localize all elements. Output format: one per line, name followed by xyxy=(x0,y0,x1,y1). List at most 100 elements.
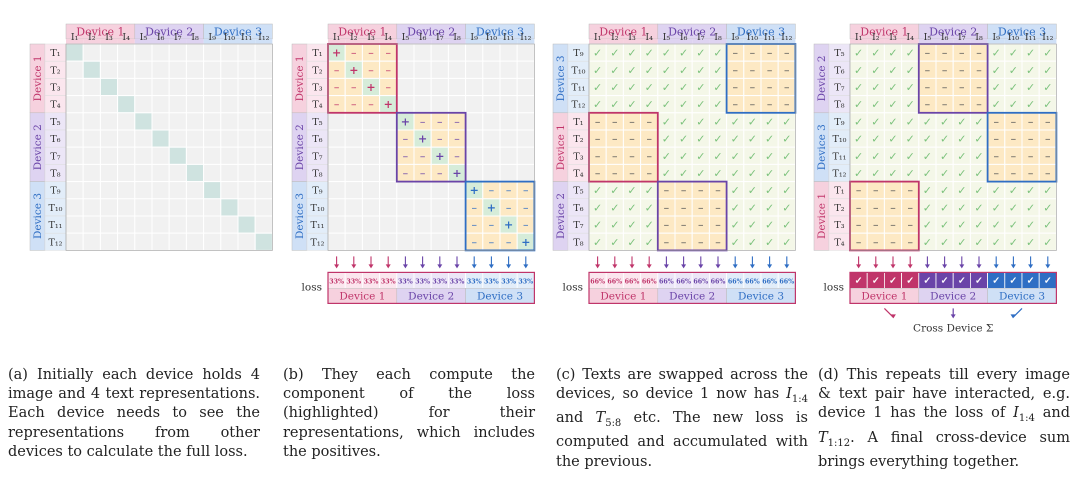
negative-mark: – xyxy=(856,201,862,214)
negative-mark: – xyxy=(506,201,512,214)
check-mark: ✓ xyxy=(593,219,602,232)
negative-mark: – xyxy=(506,184,512,197)
matrix-cell xyxy=(447,95,467,114)
matrix-cell xyxy=(134,146,153,165)
row-device-label: Device 2 xyxy=(294,124,306,170)
matrix-cell xyxy=(344,163,363,183)
negative-mark: – xyxy=(1011,133,1017,146)
image-label-bg xyxy=(203,39,221,44)
matrix-cell xyxy=(237,77,256,97)
image-label: I₁ xyxy=(333,32,341,43)
matrix-border xyxy=(327,43,535,251)
check-mark: ✓ xyxy=(906,150,915,163)
positive-mark: + xyxy=(332,47,341,60)
matrix-cell xyxy=(499,77,518,97)
negative-mark: – xyxy=(784,64,790,77)
check-mark: ✓ xyxy=(610,81,619,94)
matrix-cell xyxy=(516,60,535,79)
image-label-bg xyxy=(431,39,449,44)
device-header-label: Device 1 xyxy=(599,26,647,39)
negative-mark: – xyxy=(1045,167,1051,180)
check-mark: ✓ xyxy=(854,133,863,146)
matrix-cell xyxy=(134,129,153,148)
negative-mark: – xyxy=(681,184,687,197)
matrix-cell xyxy=(254,215,273,234)
negative-mark: – xyxy=(925,64,931,77)
negative-mark: – xyxy=(1028,150,1034,163)
matrix-border xyxy=(65,43,273,251)
negative-mark: – xyxy=(925,81,931,94)
matrix-cell xyxy=(99,95,119,114)
matrix-cell xyxy=(99,198,119,217)
text-label: T₉ xyxy=(834,117,844,128)
loss-label: loss xyxy=(302,281,322,293)
check-mark: ✓ xyxy=(696,64,705,77)
image-label: I₃ xyxy=(889,32,897,43)
loss-value: ✓ xyxy=(923,275,931,286)
matrix-cell xyxy=(361,198,381,217)
negative-mark: – xyxy=(959,98,965,111)
image-label: I₄ xyxy=(384,32,392,43)
matrix-cell xyxy=(379,215,398,234)
check-mark: ✓ xyxy=(992,219,1001,232)
negative-mark: – xyxy=(993,150,999,163)
matrix-cell xyxy=(82,232,101,251)
check-mark: ✓ xyxy=(765,184,774,197)
matrix-cell xyxy=(413,60,432,79)
matrix-cell xyxy=(237,215,256,234)
negative-mark: – xyxy=(351,47,357,60)
sum-arrowhead xyxy=(950,314,956,319)
device-header-label: Device 1 xyxy=(76,26,124,39)
image-label: I₆ xyxy=(680,32,688,43)
check-mark: ✓ xyxy=(1026,219,1035,232)
matrix-cell xyxy=(168,60,187,79)
check-mark: ✓ xyxy=(940,219,949,232)
matrix-cell xyxy=(151,163,170,183)
matrix-cell xyxy=(237,129,256,148)
image-label-bg xyxy=(186,39,204,44)
loss-value: 33% xyxy=(518,278,533,285)
check-mark: ✓ xyxy=(923,219,932,232)
image-label: I₄ xyxy=(906,32,914,43)
down-arrowhead xyxy=(873,264,879,269)
device-header-label: Device 1 xyxy=(338,26,386,39)
check-mark: ✓ xyxy=(957,167,966,180)
negative-mark: – xyxy=(959,81,965,94)
check-mark: ✓ xyxy=(627,47,636,60)
image-label: I₁ xyxy=(594,32,602,43)
image-label: I₁ xyxy=(71,32,79,43)
negative-mark: – xyxy=(976,47,982,60)
negative-mark: – xyxy=(715,184,721,197)
image-label-bg xyxy=(500,39,518,44)
image-label-bg xyxy=(778,39,796,44)
check-mark: ✓ xyxy=(679,47,688,60)
image-label-bg xyxy=(396,39,414,44)
negative-mark: – xyxy=(856,236,862,249)
check-mark: ✓ xyxy=(1026,184,1035,197)
check-mark: ✓ xyxy=(871,115,880,128)
image-label-bg xyxy=(709,39,727,44)
check-mark: ✓ xyxy=(974,167,983,180)
matrix-cell xyxy=(117,163,136,183)
image-label-bg xyxy=(761,39,779,44)
check-mark: ✓ xyxy=(593,81,602,94)
matrix-cell xyxy=(379,198,398,217)
image-label: I₁₀ xyxy=(747,32,759,43)
loss-device-label: Device 1 xyxy=(339,290,385,302)
down-arrowhead xyxy=(402,264,408,269)
text-label: T₆ xyxy=(312,134,322,145)
negative-mark: – xyxy=(1045,150,1051,163)
matrix-cell xyxy=(361,215,381,234)
matrix-cell xyxy=(203,43,222,62)
matrix-cell xyxy=(168,112,187,131)
check-mark: ✓ xyxy=(1009,201,1018,214)
image-label: I₇ xyxy=(697,32,705,43)
check-mark: ✓ xyxy=(765,150,774,163)
text-label: T₈ xyxy=(312,169,322,180)
down-arrowhead xyxy=(907,264,913,269)
image-label: I₁ xyxy=(855,32,863,43)
text-label: T₁₀ xyxy=(49,203,63,214)
matrix-cell xyxy=(465,129,484,148)
check-mark: ✓ xyxy=(906,98,915,111)
check-mark: ✓ xyxy=(1009,64,1018,77)
